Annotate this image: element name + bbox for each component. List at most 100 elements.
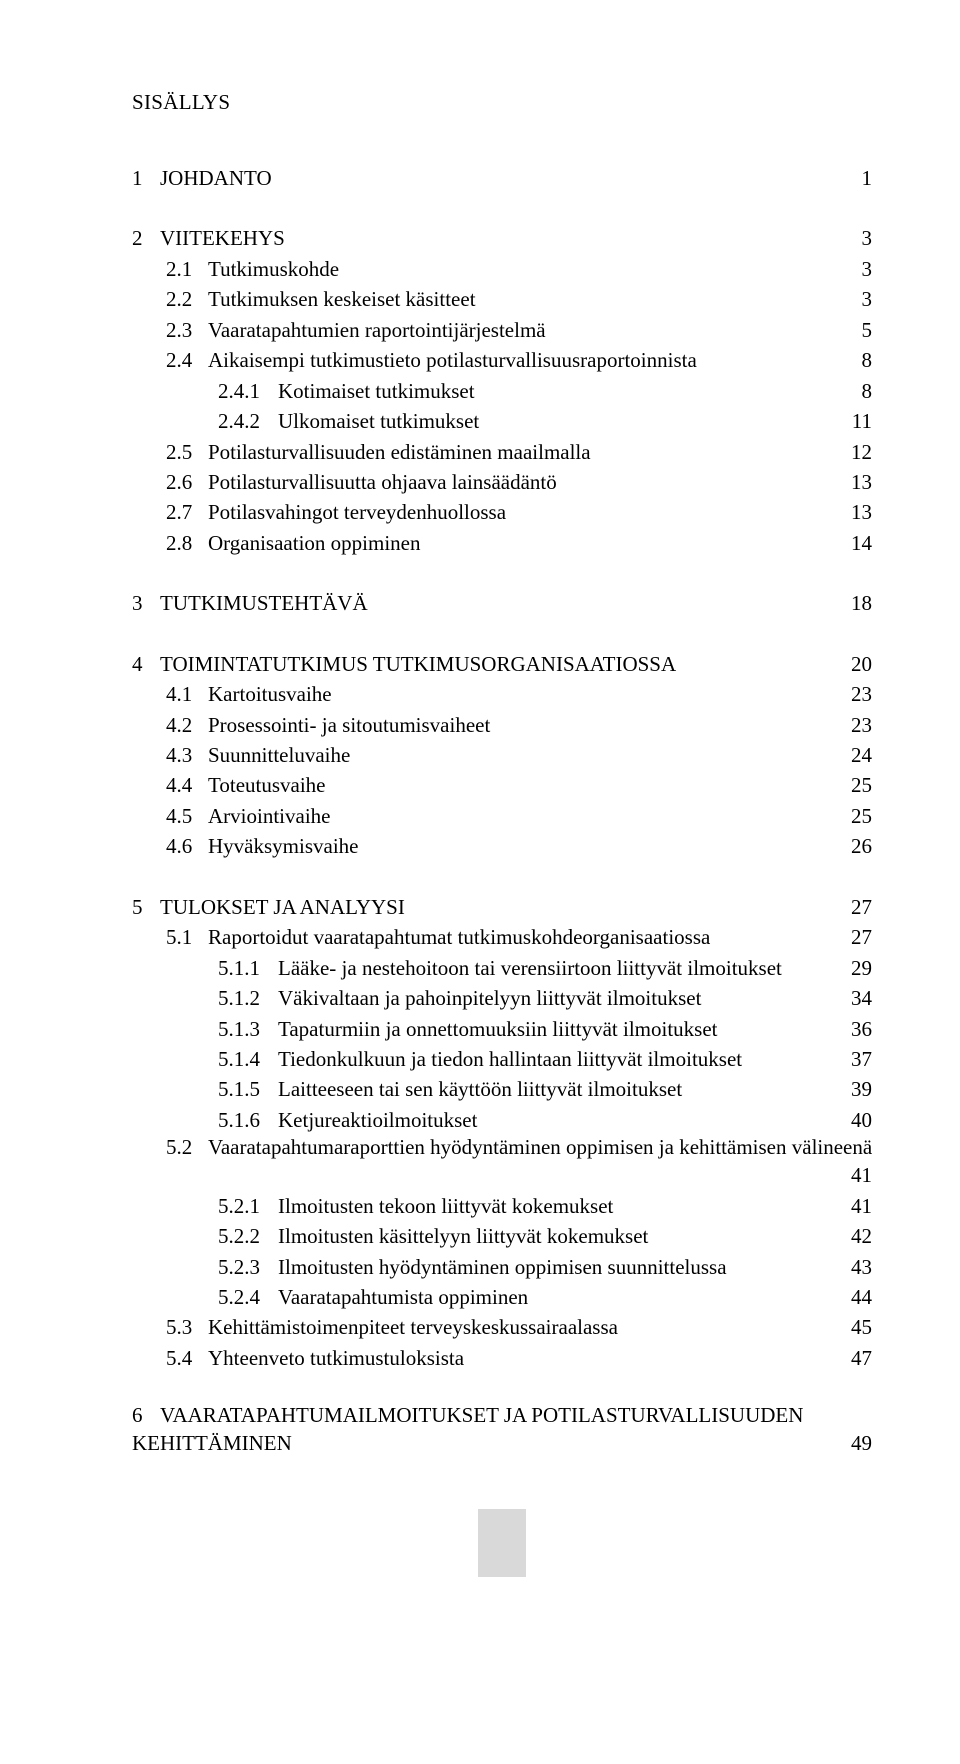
toc-page-number: 8	[862, 345, 873, 375]
toc-label: KEHITTÄMINEN	[132, 1428, 292, 1458]
toc-entry: 5.1.4Tiedonkulkuun ja tiedon hallintaan …	[132, 1044, 872, 1074]
toc-number: 2.4.2	[218, 406, 278, 436]
toc-page-number: 3	[862, 223, 873, 253]
toc-label: Tiedonkulkuun ja tiedon hallintaan liitt…	[278, 1044, 742, 1074]
toc-entry: 5.1Raportoidut vaaratapahtumat tutkimusk…	[132, 922, 872, 952]
toc-number: 4.3	[166, 740, 208, 770]
toc-label: Väkivaltaan ja pahoinpitelyyn liittyvät …	[278, 983, 701, 1013]
toc-entry: 5.1.6Ketjureaktioilmoitukset 40	[132, 1105, 872, 1135]
toc-entry: 5.3Kehittämistoimenpiteet terveyskeskuss…	[132, 1312, 872, 1342]
toc-entry: 5.1.2Väkivaltaan ja pahoinpitelyyn liitt…	[132, 983, 872, 1013]
toc-entry: 1JOHDANTO 1	[132, 163, 872, 193]
toc-label: Tutkimuskohde	[208, 254, 339, 284]
toc-entry: 2.1Tutkimuskohde 3	[132, 254, 872, 284]
toc-label: Vaaratapahtumien raportointijärjestelmä	[208, 315, 546, 345]
toc-number: 4.2	[166, 710, 208, 740]
toc-number: 5.3	[166, 1312, 208, 1342]
toc-page-number: 3	[862, 254, 873, 284]
toc-number: 5.2.1	[218, 1191, 278, 1221]
toc-page-number: 41	[851, 1160, 872, 1190]
toc-label: Arviointivaihe	[208, 801, 330, 831]
toc-number: 5.2.3	[218, 1252, 278, 1282]
toc-page-number: 26	[851, 831, 872, 861]
toc-number: 2.5	[166, 437, 208, 467]
toc-label: Hyväksymisvaihe	[208, 831, 358, 861]
toc-page-number: 42	[851, 1221, 872, 1251]
toc-entry: 3TUTKIMUSTEHTÄVÄ 18	[132, 588, 872, 618]
toc-entry: 5.1.5Laitteeseen tai sen käyttöön liitty…	[132, 1074, 872, 1104]
toc-page-number: 23	[851, 710, 872, 740]
toc-page-number: 5	[862, 315, 873, 345]
toc-page-number: 13	[851, 497, 872, 527]
toc-label: Potilasturvallisuuden edistäminen maailm…	[208, 437, 591, 467]
toc-label: Tapaturmiin ja onnettomuuksiin liittyvät…	[278, 1014, 717, 1044]
toc-entry: 2.4.2Ulkomaiset tutkimukset 11	[132, 406, 872, 436]
toc-page-number: 11	[852, 406, 872, 436]
toc-label: JOHDANTO	[160, 163, 272, 193]
toc-page-number: 27	[851, 922, 872, 952]
footer-page-placeholder	[478, 1509, 526, 1577]
toc-label: TOIMINTATUTKIMUS TUTKIMUSORGANISAATIOSSA	[160, 649, 676, 679]
toc-label: Organisaation oppiminen	[208, 528, 421, 558]
toc-number: 2.6	[166, 467, 208, 497]
toc-number: 5.2	[166, 1135, 208, 1160]
toc-number: 5.1.2	[218, 983, 278, 1013]
toc-page-number: 49	[851, 1428, 872, 1458]
toc-page-number: 25	[851, 801, 872, 831]
toc-number: 4	[132, 649, 160, 679]
toc-title: SISÄLLYS	[132, 90, 872, 115]
toc-page-number: 12	[851, 437, 872, 467]
toc-number: 1	[132, 163, 160, 193]
toc-number: 4.4	[166, 770, 208, 800]
toc-entry: 2.3Vaaratapahtumien raportointijärjestel…	[132, 315, 872, 345]
toc-entry: 2.2Tutkimuksen keskeiset käsitteet 3	[132, 284, 872, 314]
toc-number: 5.1.3	[218, 1014, 278, 1044]
toc-number: 5.1.6	[218, 1105, 278, 1135]
toc-number: 5.1.1	[218, 953, 278, 983]
toc-page-number: 27	[851, 892, 872, 922]
toc-entry: 4.5Arviointivaihe 25	[132, 801, 872, 831]
toc-entry-line2: KEHITTÄMINEN 49	[132, 1428, 872, 1458]
toc-page-number: 14	[851, 528, 872, 558]
toc-number: 5.2.2	[218, 1221, 278, 1251]
toc-entry: 5.2.4Vaaratapahtumista oppiminen 44	[132, 1282, 872, 1312]
toc-page-number: 20	[851, 649, 872, 679]
toc-label: Toteutusvaihe	[208, 770, 326, 800]
toc-number: 5.1.4	[218, 1044, 278, 1074]
toc-page-number: 3	[862, 284, 873, 314]
toc-number: 5.1	[166, 922, 208, 952]
toc-label: Vaaratapahtumaraporttien hyödyntäminen o…	[208, 1135, 872, 1160]
toc-entry: 5.2Vaaratapahtumaraporttien hyödyntämine…	[132, 1135, 872, 1190]
toc-entry: 4.2Prosessointi- ja sitoutumisvaiheet 23	[132, 710, 872, 740]
toc-page-number: 40	[851, 1105, 872, 1135]
toc-number: 2.4	[166, 345, 208, 375]
toc-number: 5.1.5	[218, 1074, 278, 1104]
toc-label: Suunnitteluvaihe	[208, 740, 350, 770]
toc-number: 5	[132, 892, 160, 922]
toc-entry: 4.4Toteutusvaihe 25	[132, 770, 872, 800]
toc-label: VAARATAPAHTUMAILMOITUKSET JA POTILASTURV…	[160, 1403, 803, 1428]
toc-entry: 2.6Potilasturvallisuutta ohjaava lainsää…	[132, 467, 872, 497]
toc-page-number: 23	[851, 679, 872, 709]
toc-page-number: 39	[851, 1074, 872, 1104]
toc-number: 4.5	[166, 801, 208, 831]
toc-entry-line1: 6VAARATAPAHTUMAILMOITUKSET JA POTILASTUR…	[132, 1403, 872, 1428]
toc-entry: 5.1.3Tapaturmiin ja onnettomuuksiin liit…	[132, 1014, 872, 1044]
toc-label: Aikaisempi tutkimustieto potilasturvalli…	[208, 345, 697, 375]
toc-label: TULOKSET JA ANALYYSI	[160, 892, 405, 922]
toc-entry: 5TULOKSET JA ANALYYSI 27	[132, 892, 872, 922]
toc-page-number: 36	[851, 1014, 872, 1044]
toc-page-number: 29	[851, 953, 872, 983]
toc-label: Vaaratapahtumista oppiminen	[278, 1282, 528, 1312]
toc-page-number: 25	[851, 770, 872, 800]
toc-entry: 5.2.2Ilmoitusten käsittelyyn liittyvät k…	[132, 1221, 872, 1251]
toc-number: 2	[132, 223, 160, 253]
toc-label: Ilmoitusten hyödyntäminen oppimisen suun…	[278, 1252, 727, 1282]
toc-container: 1JOHDANTO 12VIITEKEHYS 32.1Tutkimuskohde…	[132, 163, 872, 1459]
toc-label: Prosessointi- ja sitoutumisvaiheet	[208, 710, 490, 740]
toc-label: TUTKIMUSTEHTÄVÄ	[160, 588, 368, 618]
toc-number: 2.4.1	[218, 376, 278, 406]
page: SISÄLLYS 1JOHDANTO 12VIITEKEHYS 32.1Tutk…	[0, 0, 960, 1637]
toc-entry: 5.4Yhteenveto tutkimustuloksista 47	[132, 1343, 872, 1373]
toc-number: 2.1	[166, 254, 208, 284]
